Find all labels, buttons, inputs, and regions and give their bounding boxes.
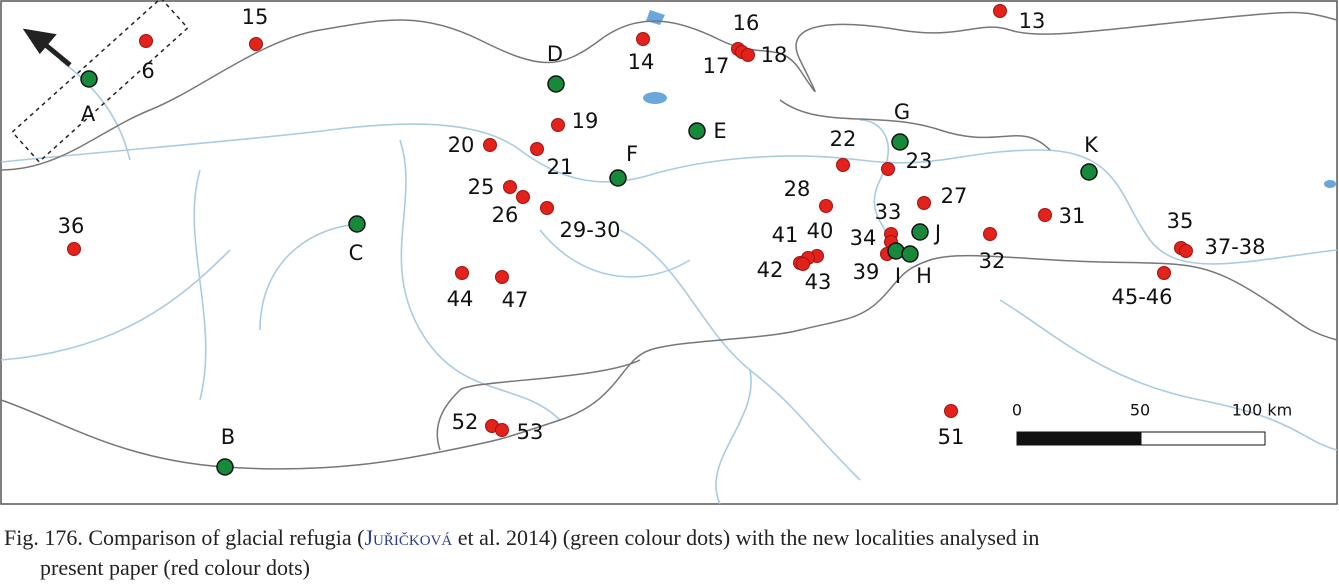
red-dot [530,142,544,156]
site-label: 13 [1019,9,1046,33]
refugium-label: H [916,264,932,288]
green-dot [911,223,929,241]
refugium-label: I [895,264,901,288]
site-label: 51 [938,425,965,449]
red-dot [516,190,530,204]
site-label: 32 [979,249,1006,273]
site-label: 20 [448,133,475,157]
site-label: 26 [492,203,519,227]
scale-bar-black [1016,431,1142,446]
red-dot [993,4,1007,18]
site-label: 16 [733,11,760,35]
scale-bar-white [1140,431,1266,446]
green-dot [547,75,565,93]
green-dot [1080,163,1098,181]
site-label: 14 [628,50,655,74]
site-label: 17 [703,54,730,78]
red-dot [139,34,153,48]
refugium-label: D [547,42,563,66]
site-label: 45-46 [1111,285,1172,309]
refugium-label: A [81,102,96,126]
site-label: 35 [1167,209,1194,233]
red-dot [503,180,517,194]
red-dot [1179,244,1193,258]
refugium-label: J [933,221,941,245]
refugium-label: K [1084,133,1099,157]
red-dot [917,196,931,210]
site-label: 18 [761,43,788,67]
red-dot [551,118,565,132]
site-label: 28 [784,177,811,201]
site-label: 41 [772,223,799,247]
green-dot [348,215,366,233]
red-dot [819,199,833,213]
site-label: 42 [757,258,784,282]
refugium-label: C [349,241,364,265]
red-dot [741,48,755,62]
green-dot [891,133,909,151]
site-label: 34 [850,226,877,250]
site-label: 39 [853,260,880,284]
site-label: 44 [447,287,474,311]
green-dot [216,458,234,476]
north-arrow [22,28,72,67]
refugium-label: F [626,142,638,166]
red-dot [881,162,895,176]
green-dot [887,242,905,260]
site-label: 15 [242,5,269,29]
red-dot [540,201,554,215]
site-label: 33 [875,200,902,224]
site-label: 27 [941,184,968,208]
map-frame [0,0,1338,505]
site-label: 19 [572,109,599,133]
site-label: 29-30 [559,218,620,242]
red-dot [944,404,958,418]
site-label: 22 [830,127,857,151]
red-dot [495,270,509,284]
site-label: 23 [906,149,933,173]
red-dot [836,158,850,172]
red-dot [983,227,997,241]
site-label: 47 [502,288,529,312]
site-label: 40 [807,219,834,243]
site-label: 6 [141,59,154,83]
red-dot [1038,208,1052,222]
green-dot [609,169,627,187]
green-dot [688,122,706,140]
red-dot [796,257,810,271]
scale-label: 100 km [1232,401,1292,420]
green-dot [901,245,919,263]
red-dot [495,423,509,437]
refugium-label: G [894,100,910,124]
site-label: 43 [805,270,832,294]
caption-text: et al. 2014) (green colour dots) with th… [452,525,1040,550]
scale-label: 0 [1012,401,1022,420]
scale-label: 50 [1130,401,1150,420]
red-dot [1157,266,1171,280]
refugium-label: E [713,119,726,143]
red-dot [455,266,469,280]
green-dot [80,70,98,88]
site-label: 31 [1059,204,1086,228]
caption-author: Juřičková [364,525,453,550]
site-label: 36 [58,214,85,238]
red-dot [249,37,263,51]
caption-text: Fig. 176. Comparison of glacial refugia … [4,525,365,550]
site-label: 53 [517,420,544,444]
site-label: 52 [452,410,479,434]
caption-line: present paper (red colour dots) [40,555,311,580]
red-dot [67,242,81,256]
red-dot [483,138,497,152]
site-label: 37-38 [1204,235,1265,259]
site-label: 21 [547,155,574,179]
red-dot [636,32,650,46]
site-label: 25 [468,175,495,199]
refugium-label: B [221,425,235,449]
dashed-box [11,0,189,163]
caption-line: Fig. 176. Comparison of glacial refugia … [4,525,1039,551]
rivers [0,59,1338,505]
